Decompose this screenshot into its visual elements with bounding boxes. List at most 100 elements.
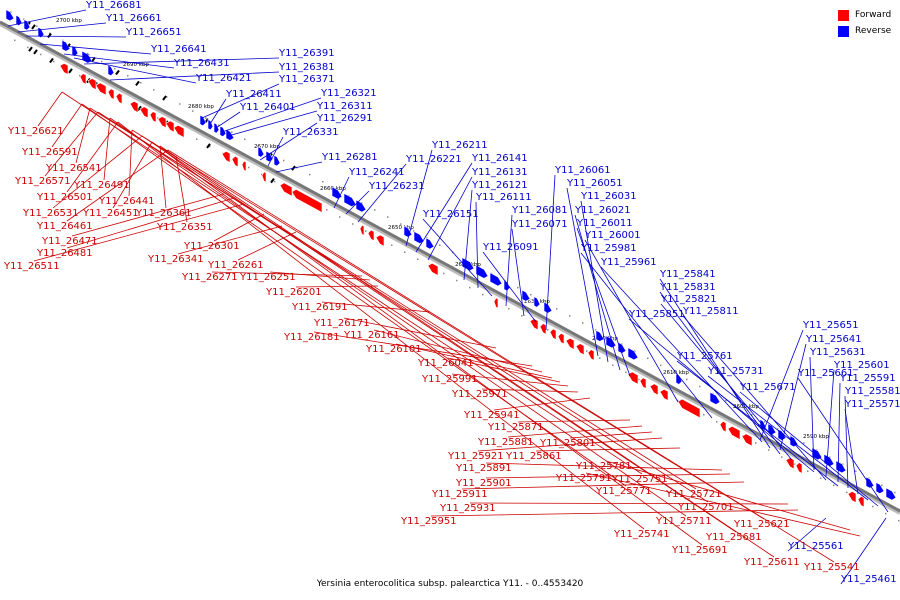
- reverse-gene-leader: [333, 176, 350, 209]
- reverse-gene-arrow: [37, 26, 45, 39]
- reverse-gene-label: Y11_25601: [833, 360, 890, 371]
- reverse-gene-leader: [840, 517, 887, 585]
- reverse-gene-arrow: [461, 257, 475, 272]
- axis-dot: [764, 421, 766, 423]
- reverse-gene-arrow: [865, 476, 875, 489]
- axis-dot: [599, 357, 601, 359]
- forward-gene-label: Y11_25691: [671, 545, 728, 556]
- scale-tick-mark: [270, 178, 275, 184]
- forward-gene-leader: [81, 103, 627, 487]
- forward-gene-arrow: [549, 328, 557, 341]
- reverse-gene-leader: [682, 315, 827, 481]
- axis-dot: [686, 378, 688, 381]
- gene-arrow-shape: [727, 425, 741, 441]
- reverse-gene-label: Y11_25851: [628, 309, 685, 320]
- reverse-gene-label: Y11_26071: [511, 219, 568, 230]
- reverse-gene-leader: [844, 408, 859, 495]
- axis-dot: [521, 315, 523, 317]
- forward-gene-label: Y11_26541: [45, 163, 102, 174]
- axis-dot: [218, 124, 220, 126]
- scale-tick-mark: [47, 32, 52, 39]
- forward-gene-arrow: [95, 82, 107, 96]
- forward-gene-label: Y11_25991: [421, 374, 478, 385]
- axis-dot: [556, 308, 558, 310]
- forward-gene-label: Y11_25871: [487, 422, 544, 433]
- forward-gene-leader: [167, 149, 835, 563]
- forward-gene-label: Y11_26501: [36, 192, 93, 203]
- reverse-gene-label: Y11_25811: [682, 306, 739, 317]
- forward-gene-label: Y11_25971: [451, 389, 508, 400]
- axis-dot: [192, 110, 194, 112]
- forward-gene-arrow: [279, 182, 293, 197]
- reverse-gene-leader: [837, 382, 841, 483]
- axis-dot: [738, 406, 740, 409]
- axis-dot: [881, 484, 883, 487]
- gene-arrow-shape: [865, 476, 875, 489]
- axis-dot: [127, 75, 129, 77]
- forward-gene-label: Y11_26471: [41, 236, 98, 247]
- scale-tick-label: 2620 kbp: [592, 336, 618, 342]
- reverse-gene-arrow: [403, 225, 413, 238]
- forward-gene-label: Y11_26531: [22, 208, 79, 219]
- forward-gene-arrow: [565, 337, 575, 350]
- forward-gene-leader: [517, 419, 631, 423]
- reverse-gene-leader: [83, 57, 280, 65]
- gene-arrow-shape: [627, 371, 639, 385]
- axis-dot: [10, 11, 12, 13]
- forward-gene-leader: [44, 111, 99, 177]
- forward-gene-arrow: [231, 155, 239, 168]
- forward-gene-leader: [131, 129, 765, 520]
- reverse-gene-arrow: [355, 199, 367, 213]
- axis-dot: [673, 371, 675, 374]
- forward-gene-arrow: [79, 73, 87, 85]
- axis-dot: [101, 60, 103, 63]
- reverse-gene-arrow: [413, 230, 425, 245]
- gene-arrow-shape: [475, 264, 489, 279]
- reverse-gene-leader: [259, 122, 318, 161]
- gene-arrow-shape: [107, 64, 115, 77]
- axis-dot: [417, 258, 419, 261]
- reverse-gene-label: Y11_26021: [574, 205, 631, 216]
- gene-arrow-shape: [265, 150, 274, 163]
- gene-arrow-shape: [279, 182, 293, 197]
- axis-dot: [443, 272, 445, 275]
- axis-dot: [244, 138, 246, 141]
- forward-gene-label: Y11_26171: [313, 318, 370, 329]
- gene-arrow-shape: [539, 323, 547, 335]
- axis-dot: [677, 399, 679, 402]
- reverse-legend-label: Reverse: [855, 26, 892, 36]
- forward-gene-label: Y11_26621: [7, 126, 64, 137]
- reverse-gene-leader: [415, 162, 473, 253]
- axis-dot: [569, 315, 571, 317]
- forward-gene-label: Y11_26491: [73, 180, 130, 191]
- gene-arrow-shape: [627, 347, 639, 361]
- gene-arrow-shape: [529, 318, 539, 331]
- reverse-gene-label: Y11_26221: [405, 154, 462, 165]
- gene-arrow-shape: [95, 82, 107, 96]
- axis-dot: [179, 103, 181, 105]
- reverse-gene-label: Y11_25581: [844, 386, 900, 397]
- gene-arrow-shape: [785, 457, 795, 470]
- forward-gene-label: Y11_25771: [595, 486, 652, 497]
- axis-dot: [326, 209, 328, 211]
- forward-gene-label: Y11_25911: [431, 489, 488, 500]
- forward-gene-arrow: [165, 120, 175, 133]
- gene-arrow-shape: [343, 192, 357, 208]
- forward-gene-leader: [103, 117, 111, 181]
- forward-gene-label: Y11_25541: [803, 562, 860, 573]
- reverse-gene-leader: [109, 71, 280, 81]
- scale-tick-mark: [135, 80, 140, 86]
- forward-gene-arrow: [575, 343, 585, 356]
- gene-arrow-shape: [675, 373, 683, 385]
- forward-gene-arrow: [241, 160, 247, 172]
- axis-dot: [703, 413, 705, 416]
- reverse-gene-arrow: [265, 150, 274, 163]
- reverse-gene-label: Y11_26431: [173, 58, 230, 69]
- forward-gene-label: Y11_26351: [156, 222, 213, 233]
- scale-tick-label: 2600 kbp: [733, 404, 759, 410]
- scale-tick-mark: [28, 46, 33, 52]
- forward-gene-arrow: [427, 262, 439, 276]
- axis-dot: [196, 138, 198, 140]
- reverse-gene-leader: [482, 251, 537, 323]
